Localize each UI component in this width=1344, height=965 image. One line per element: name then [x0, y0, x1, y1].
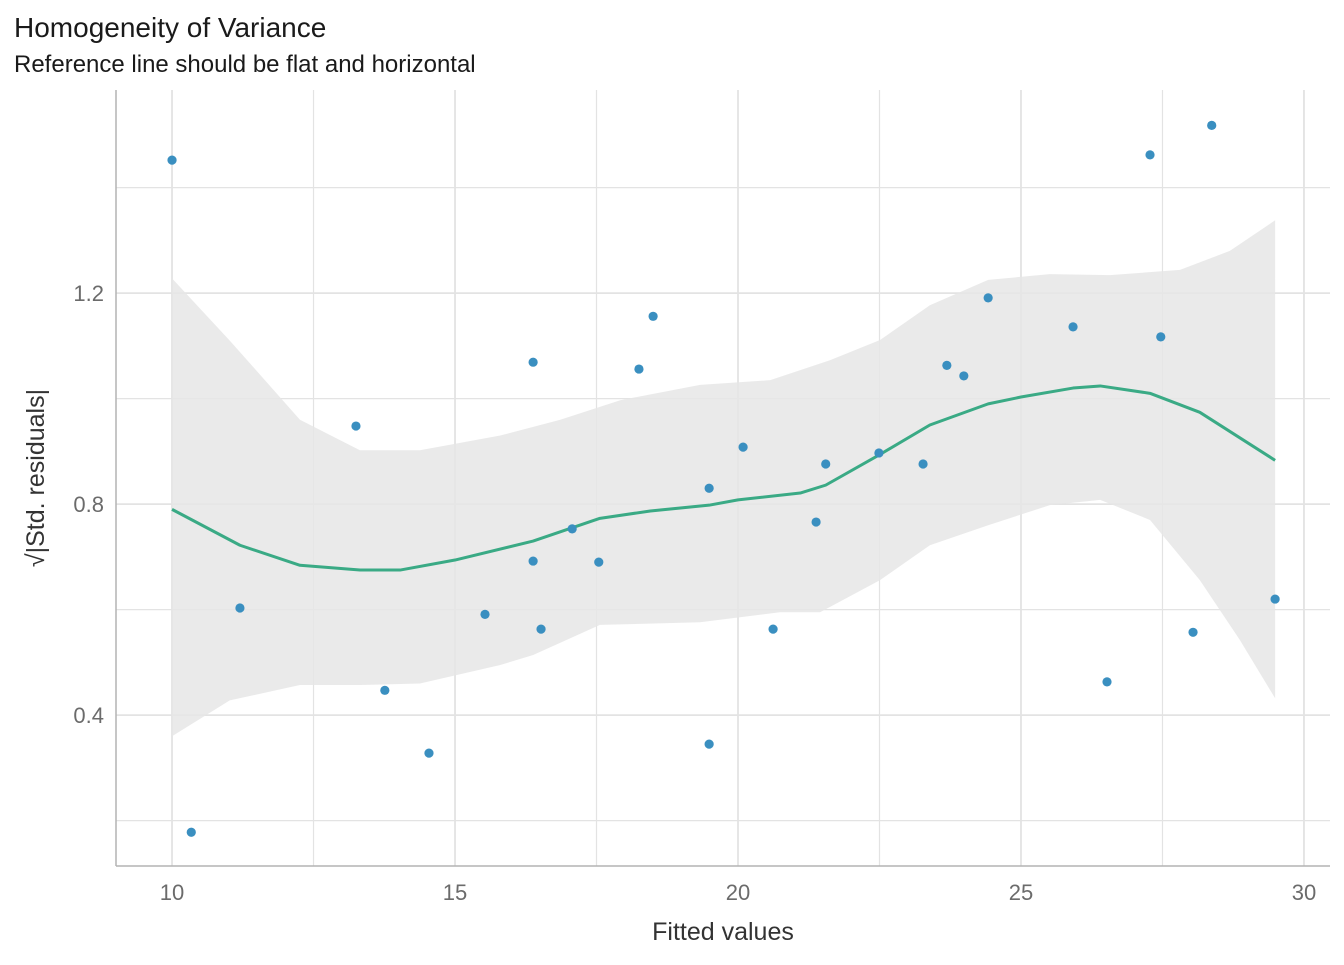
data-point [1156, 332, 1166, 342]
tick-labels: 10 15 20 25 30 0.4 0.8 1.2 [73, 281, 1316, 905]
data-point [567, 524, 577, 534]
data-point [821, 459, 831, 469]
data-point [738, 442, 748, 452]
x-tick-label: 30 [1292, 880, 1316, 905]
smooth-line [171, 384, 1276, 572]
x-tick-label: 25 [1009, 880, 1033, 905]
data-point [594, 557, 604, 567]
data-point [528, 357, 538, 367]
data-point [380, 685, 390, 695]
data-point [648, 311, 658, 321]
confidence-band [172, 220, 1276, 737]
data-point [167, 155, 177, 165]
y-tick-label: 0.8 [73, 492, 104, 517]
loess-line [171, 384, 1276, 572]
confidence-band-area [172, 220, 1276, 737]
x-tick-label: 15 [443, 880, 467, 905]
data-point [1188, 627, 1198, 637]
data-point [1102, 677, 1112, 687]
data-point [351, 421, 361, 431]
data-point [959, 371, 969, 381]
data-point [634, 364, 644, 374]
data-point [528, 556, 538, 566]
data-point [1207, 120, 1217, 130]
data-point [704, 483, 714, 493]
data-point [1068, 322, 1078, 332]
data-point [424, 748, 434, 758]
y-axis-label: √|Std. residuals| [22, 389, 50, 567]
axes [115, 90, 1330, 867]
chart-subtitle: Reference line should be flat and horizo… [14, 51, 476, 78]
y-tick-label: 0.4 [73, 703, 104, 728]
data-point [942, 360, 952, 370]
y-tick-label: 1.2 [73, 281, 104, 306]
data-point [811, 517, 821, 527]
chart-title: Homogeneity of Variance [14, 12, 326, 43]
data-point [186, 827, 196, 837]
points [167, 120, 1280, 837]
data-point [536, 624, 546, 634]
data-point [768, 624, 778, 634]
x-tick-label: 20 [726, 880, 750, 905]
data-point [480, 609, 490, 619]
x-axis-label: Fitted values [652, 918, 794, 946]
data-point [918, 459, 928, 469]
data-point [1270, 594, 1280, 604]
data-point [704, 739, 714, 749]
x-tick-label: 10 [160, 880, 184, 905]
data-point [1145, 150, 1155, 160]
data-point [874, 448, 884, 458]
data-point [235, 603, 245, 613]
data-point [983, 293, 993, 303]
